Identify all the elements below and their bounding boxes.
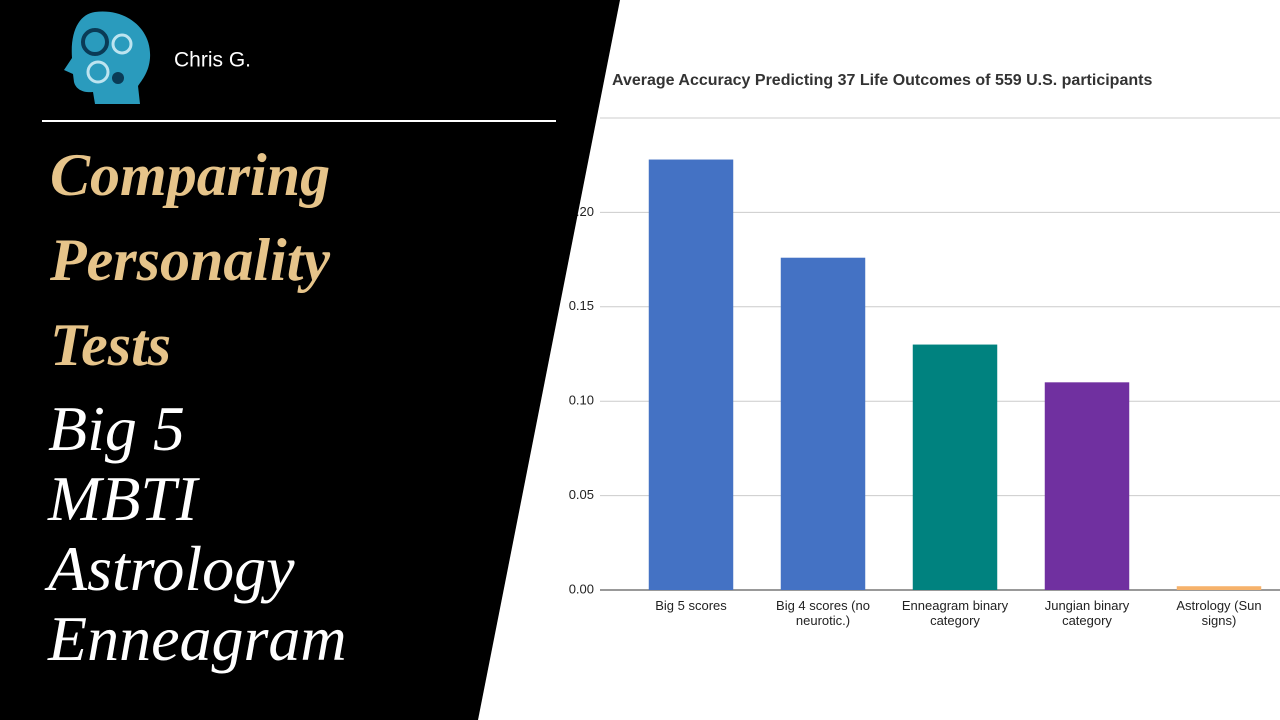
headline-line: Tests bbox=[50, 312, 171, 378]
test-name: Astrology bbox=[44, 533, 295, 604]
bar bbox=[1044, 382, 1130, 590]
headline-line: Personality bbox=[49, 227, 330, 293]
test-name: Enneagram bbox=[47, 603, 347, 674]
bar bbox=[1176, 586, 1262, 590]
bar bbox=[780, 257, 866, 590]
y-tick-label: 0.15 bbox=[569, 298, 594, 313]
y-tick-label: 0.10 bbox=[569, 393, 594, 408]
x-tick-label: Big 5 scores bbox=[655, 598, 727, 613]
headline-line: Comparing bbox=[50, 142, 330, 208]
y-tick-label: 0.00 bbox=[569, 581, 594, 596]
test-name: Big 5 bbox=[48, 393, 185, 464]
panel-bg bbox=[0, 0, 620, 720]
x-tick-label: Big 4 scores (no neurotic.) bbox=[776, 598, 870, 628]
x-tick-label: Jungian binary category bbox=[1044, 598, 1130, 628]
chart-title: Average Accuracy Predicting 37 Life Outc… bbox=[612, 72, 1152, 89]
test-name: MBTI bbox=[47, 463, 200, 534]
x-tick-label: Astrology (Sun signs) bbox=[1176, 598, 1262, 628]
y-tick-label: 0.05 bbox=[569, 487, 594, 502]
logo bbox=[64, 11, 151, 105]
author: Chris G. bbox=[174, 49, 251, 72]
bar bbox=[648, 159, 734, 590]
bar bbox=[912, 344, 998, 590]
x-tick-label: Enneagram binary category bbox=[901, 598, 1009, 628]
